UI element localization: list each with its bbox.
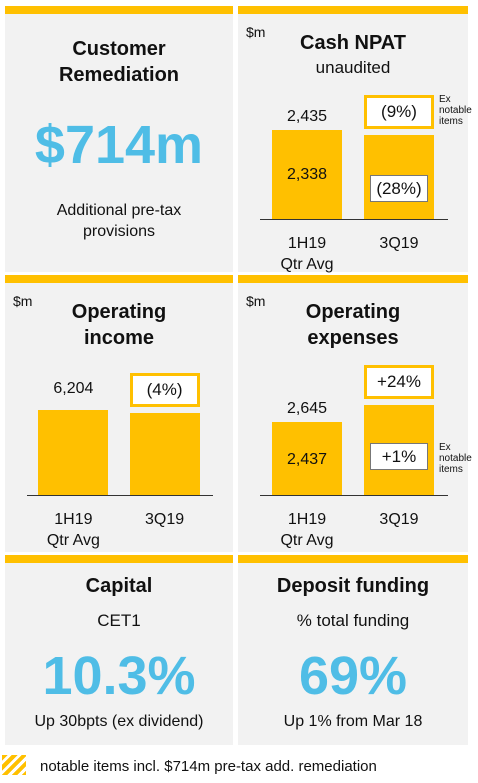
panel-subtitle: % total funding: [296, 611, 410, 630]
big-value: 69%: [298, 646, 408, 706]
baseline: [27, 495, 213, 496]
x-tick-label: 1H19 Qtr Avg: [46, 511, 100, 549]
change-box: (4%): [129, 373, 200, 408]
chart-panel: $m Operating income 1H19 Qtr Avg 6,204 3Q19 (…: [5, 275, 233, 552]
x-tick-label: 3Q19: [379, 235, 419, 252]
x-tick-label: 3Q19: [379, 511, 419, 528]
chart-title: Operating income: [71, 301, 167, 349]
legend-swatch: [2, 755, 26, 775]
caption: Up 1% from Mar 18: [283, 713, 423, 730]
chart-panel: $m Operating expenses 1H19 Qtr Avg 2,437 2,6…: [238, 275, 472, 552]
note: Ex notable items: [439, 94, 472, 128]
chart-title: Cash NPAT: [300, 32, 406, 54]
value-label: 2,437: [286, 451, 328, 469]
baseline: [260, 219, 448, 220]
capital-panel: Capital CET1 10.3% Up 30bpts (ex dividen…: [5, 555, 233, 745]
notable-segment: [364, 135, 434, 159]
change-box: (28%): [370, 174, 428, 202]
change-box: +1%: [370, 443, 428, 471]
unit-label: $m: [13, 293, 33, 309]
change-box: +24%: [364, 364, 434, 399]
notable-segment: [364, 404, 434, 428]
panel-title: Deposit funding: [276, 575, 430, 597]
chart-panel: $m Cash NPAT unaudited 1H19 Qtr Avg 2,338 2,4…: [238, 6, 472, 273]
change-box: (9%): [364, 95, 434, 130]
panel-title: Capital: [85, 575, 153, 597]
big-value: 10.3%: [42, 646, 196, 706]
legend-label: notable items incl. $714m pre-tax add. r…: [40, 758, 377, 775]
notable-segment: [272, 422, 342, 428]
unit-label: $m: [246, 293, 266, 309]
caption: Up 30bpts (ex dividend): [34, 713, 204, 730]
notable-segment: [272, 129, 342, 134]
remediation-panel: Customer Remediation $714m Additional pr…: [5, 6, 233, 272]
unit-label: $m: [246, 24, 266, 40]
baseline: [260, 495, 448, 496]
note: Ex notable items: [439, 442, 472, 476]
big-value: $714m: [34, 115, 204, 175]
value-label: 2,338: [286, 166, 328, 184]
deposit-panel: Deposit funding % total funding 69% Up 1…: [238, 555, 468, 745]
value-label: 6,204: [53, 379, 94, 397]
bar: [129, 413, 200, 495]
x-tick-label: 1H19 Qtr Avg: [280, 235, 334, 273]
chart-subtitle: unaudited: [315, 58, 391, 77]
bar: [272, 133, 342, 219]
bar: [38, 409, 109, 495]
x-tick-label: 1H19 Qtr Avg: [280, 511, 334, 549]
total-label: 2,645: [286, 400, 328, 418]
total-label: 2,435: [286, 107, 328, 125]
x-tick-label: 3Q19: [145, 511, 185, 528]
chart-title: Operating expenses: [305, 301, 401, 349]
bar: [272, 427, 342, 495]
caption: Additional pre-tax provisions: [56, 202, 182, 240]
panel-title: Customer Remediation: [58, 38, 180, 86]
panel-subtitle: CET1: [97, 611, 141, 630]
